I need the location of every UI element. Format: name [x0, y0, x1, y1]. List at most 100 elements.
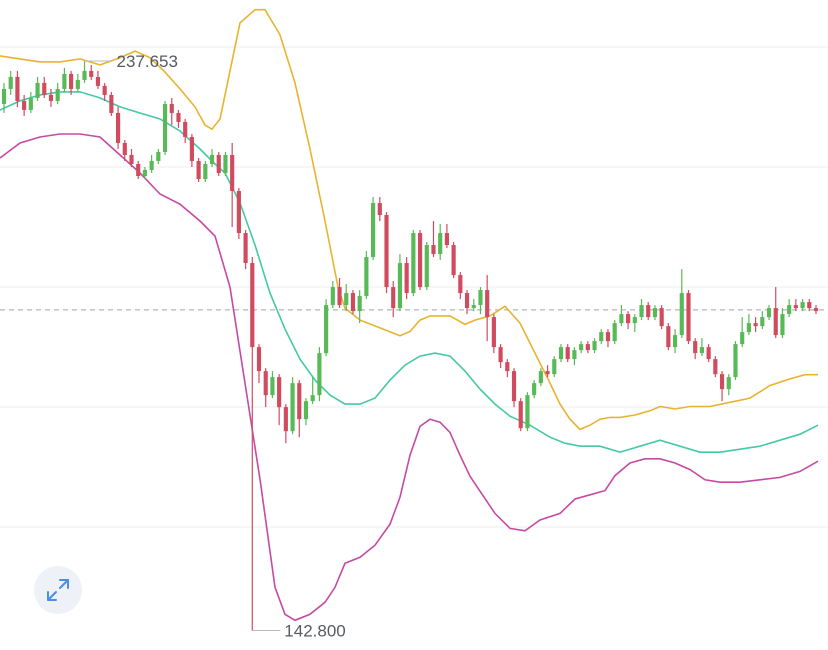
candle-body — [8, 76, 13, 89]
candle-body — [136, 163, 141, 176]
candle — [417, 230, 423, 291]
candle-body — [364, 257, 369, 297]
candle — [48, 88, 54, 107]
candle — [236, 188, 241, 240]
candle — [719, 371, 725, 402]
candle — [706, 344, 711, 363]
candle-body — [324, 305, 329, 354]
candle-body — [330, 287, 335, 306]
candle — [478, 287, 483, 315]
candle-body — [250, 263, 255, 348]
candle-body — [397, 263, 403, 309]
candle-body — [149, 160, 154, 170]
candle-body — [357, 296, 362, 312]
candle — [787, 299, 792, 318]
candle — [223, 151, 228, 176]
candle — [357, 290, 362, 324]
candle — [22, 94, 27, 116]
candle — [116, 106, 121, 149]
candle — [203, 160, 208, 182]
candle — [122, 139, 127, 161]
candle-body — [793, 305, 798, 309]
candle — [149, 154, 154, 173]
candle — [579, 341, 584, 354]
candle — [538, 368, 543, 387]
candle-body — [478, 290, 483, 306]
candle-body — [706, 347, 711, 360]
candle — [679, 269, 684, 339]
candle — [337, 278, 342, 309]
candle-body — [411, 233, 416, 294]
candle-body — [760, 317, 765, 327]
candle-body — [592, 341, 597, 351]
candle — [733, 341, 738, 381]
bollinger-bands — [0, 8, 819, 622]
candle-body — [444, 233, 449, 246]
candle-body — [565, 347, 570, 360]
candle-body — [719, 374, 725, 390]
candle — [545, 365, 550, 378]
candle-body — [350, 293, 356, 312]
candle — [216, 151, 221, 176]
candle — [619, 305, 624, 327]
candle — [35, 76, 40, 101]
candle-body — [176, 112, 181, 122]
candle — [686, 290, 691, 345]
candle-body — [156, 151, 161, 161]
candle-body — [203, 163, 208, 179]
candle — [270, 371, 275, 399]
candle-body — [646, 305, 651, 318]
candle — [350, 290, 356, 315]
expand-button[interactable] — [34, 566, 82, 614]
candle-body — [652, 308, 658, 318]
candle — [290, 377, 295, 435]
candle-body — [417, 233, 423, 288]
candle-body — [270, 377, 275, 396]
candle — [391, 281, 396, 318]
candle — [169, 97, 174, 125]
candle-body — [518, 401, 523, 429]
candle-body — [626, 314, 631, 324]
candle — [8, 70, 13, 95]
candle-body — [42, 82, 47, 95]
candle — [458, 272, 463, 300]
candle-body — [726, 377, 731, 390]
candle-body — [102, 85, 107, 95]
candle — [283, 404, 288, 444]
candle-body — [679, 293, 684, 336]
candle — [525, 392, 530, 432]
candle-body — [558, 347, 564, 360]
candle-body — [619, 314, 624, 324]
candles — [1, 61, 819, 631]
candle — [599, 329, 604, 345]
candle-body — [572, 350, 577, 360]
candle — [438, 224, 443, 261]
candle — [693, 338, 698, 360]
candle-body — [384, 215, 389, 288]
candle — [162, 100, 168, 155]
candle — [243, 230, 248, 270]
candle — [518, 398, 523, 432]
candle — [632, 314, 637, 333]
candle-body — [377, 203, 382, 216]
candle-body — [62, 73, 67, 89]
candle — [250, 257, 255, 631]
candle-body — [693, 341, 698, 354]
candle — [109, 91, 114, 116]
candle-body — [223, 154, 228, 173]
candle-body — [686, 293, 691, 342]
candle — [793, 299, 798, 312]
candle — [565, 344, 570, 363]
candle-body — [713, 359, 718, 375]
candle-body — [471, 305, 476, 309]
candle-body — [733, 344, 738, 378]
candle-body — [773, 308, 778, 336]
candle-body — [766, 308, 772, 318]
candle-body — [552, 359, 557, 375]
candle — [511, 368, 517, 408]
candle — [209, 148, 215, 167]
candle-body — [142, 169, 148, 176]
candle-body — [699, 347, 704, 354]
candle — [572, 347, 577, 366]
candle — [263, 368, 268, 408]
